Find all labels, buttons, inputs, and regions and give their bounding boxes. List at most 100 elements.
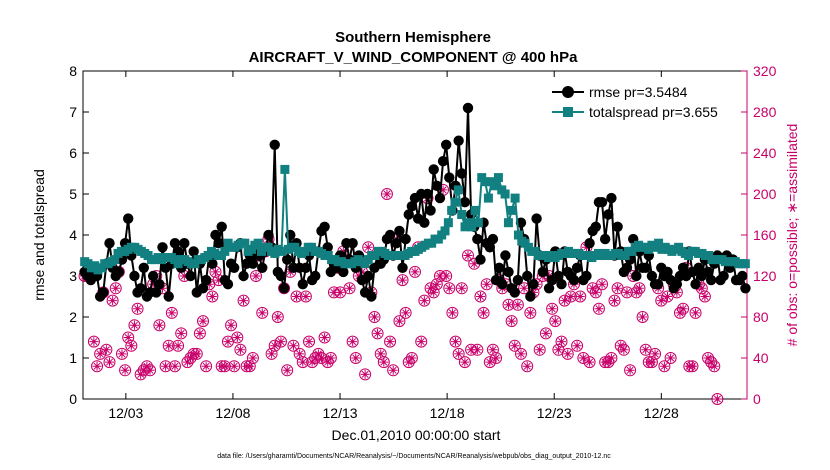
obs-possible-point: [256, 306, 269, 319]
obs-possible-point: [106, 294, 119, 307]
rmse-point: [690, 279, 701, 290]
obs-possible-point: [100, 343, 113, 356]
obs-possible-point: [514, 347, 527, 360]
obs-assimilated-point: [709, 361, 719, 371]
obs-assimilated-point: [129, 320, 139, 330]
obs-assimilated-point: [603, 357, 613, 367]
obs-assimilated-point: [270, 341, 280, 351]
obs-possible-point: [206, 290, 219, 303]
y-tick-right-label: 280: [753, 104, 777, 120]
obs-possible-point: [455, 282, 468, 295]
y-tick-right-label: 160: [753, 227, 777, 243]
obs-possible-point: [452, 347, 465, 360]
totalspread-point: [740, 259, 750, 269]
obs-possible-point: [409, 265, 421, 278]
obs-possible-point: [477, 306, 490, 319]
obs-assimilated-point: [379, 357, 389, 367]
rmse-point: [238, 270, 249, 282]
rmse-point: [543, 283, 555, 294]
obs-possible-point: [446, 306, 459, 319]
rmse-point: [493, 262, 505, 273]
obs-assimilated-point: [572, 341, 582, 351]
obs-possible-point: [405, 352, 418, 364]
totalspread-point: [240, 238, 250, 248]
rmse-point: [394, 225, 405, 237]
obs-possible-point: [480, 278, 493, 291]
rmse-point: [497, 279, 508, 290]
obs-assimilated-point: [435, 271, 445, 281]
rmse-point: [612, 221, 623, 232]
rmse-point: [437, 156, 449, 167]
obs-assimilated-point: [454, 349, 464, 359]
obs-assimilated-point: [594, 304, 604, 314]
obs-assimilated-point: [304, 337, 314, 347]
obs-possible-point: [521, 360, 534, 373]
obs-assimilated-point: [663, 292, 673, 301]
obs-possible-point: [418, 294, 431, 307]
totalspread-point: [510, 193, 520, 203]
totalspread-point: [500, 189, 510, 199]
obs-assimilated-point: [139, 365, 149, 375]
obs-possible-point: [505, 315, 518, 328]
obs-assimilated-point: [541, 328, 551, 338]
totalspread-point: [450, 197, 460, 207]
obs-assimilated-point: [145, 365, 155, 375]
y-tick-label: 7: [69, 104, 77, 120]
obs-assimilated-point: [348, 337, 358, 347]
rmse-point: [384, 229, 396, 241]
rmse-point: [129, 270, 140, 282]
obs-assimilated-point: [167, 308, 177, 318]
legend-box: [544, 79, 736, 125]
rmse-point: [403, 209, 414, 220]
obs-assimilated-point: [419, 296, 429, 306]
rmse-point: [705, 274, 717, 286]
rmse-point: [553, 270, 564, 282]
obs-assimilated-point: [700, 292, 710, 301]
obs-assimilated-point: [706, 357, 716, 367]
rmse-point: [400, 233, 411, 245]
rmse-point: [503, 266, 514, 278]
obs-assimilated-point: [507, 316, 517, 326]
obs-possible-point: [449, 335, 462, 348]
obs-possible-point: [87, 335, 100, 348]
y-tick-right-label: 80: [753, 309, 769, 325]
obs-assimilated-point: [678, 304, 688, 314]
obs-assimilated-point: [703, 353, 713, 363]
rmse-point: [197, 283, 209, 294]
obs-assimilated-point: [410, 267, 420, 277]
chart-title-line1: Southern Hemisphere: [335, 29, 491, 46]
obs-possible-point: [119, 364, 132, 377]
obs-possible-point: [664, 352, 677, 364]
obs-possible-point: [474, 290, 487, 303]
obs-possible-point: [184, 352, 197, 364]
obs-assimilated-point: [148, 279, 158, 289]
totalspread-point: [110, 255, 120, 265]
obs-possible-point: [508, 339, 521, 352]
rmse-point: [434, 192, 446, 204]
rmse-point: [213, 238, 224, 249]
rmse-point: [531, 213, 542, 224]
rmse-point: [677, 262, 689, 273]
obs-assimilated-point: [641, 345, 651, 355]
legend-rmse-marker: [562, 86, 574, 98]
rmse-point: [297, 279, 308, 290]
obs-assimilated-point: [488, 345, 498, 355]
obs-assimilated-point: [578, 353, 588, 363]
obs-assimilated-point: [647, 357, 657, 367]
y-tick-right-label: 240: [753, 145, 777, 161]
rmse-point: [525, 291, 536, 302]
obs-possible-point: [287, 339, 300, 352]
x-axis-label: Dec.01,2010 00:00:00 start: [332, 427, 501, 443]
obs-possible-point: [109, 282, 122, 295]
obs-assimilated-point: [535, 345, 545, 355]
totalspread-point: [440, 226, 450, 236]
totalspread-point: [277, 246, 287, 256]
obs-possible-point: [483, 356, 496, 369]
obs-assimilated-point: [504, 300, 514, 310]
obs-assimilated-point: [610, 296, 620, 306]
obs-assimilated-point: [133, 304, 143, 314]
y-tick-label: 0: [69, 391, 77, 407]
obs-assimilated-point: [239, 296, 249, 306]
